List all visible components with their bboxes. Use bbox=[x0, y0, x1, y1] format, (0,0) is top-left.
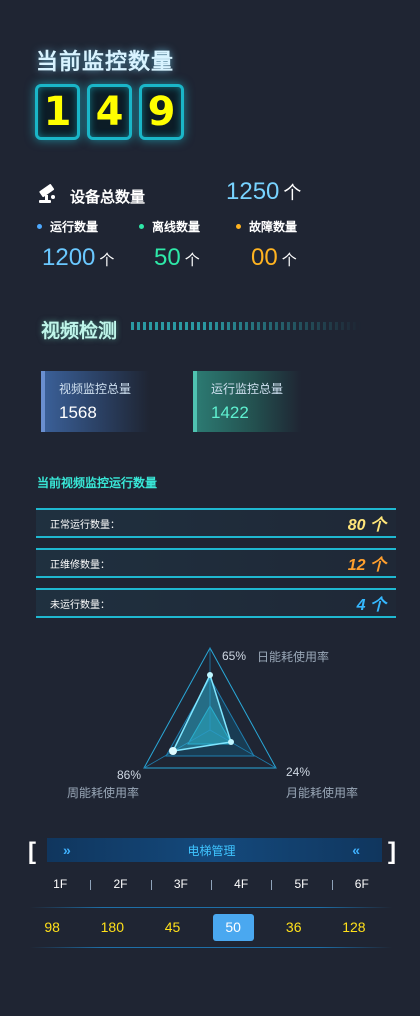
elevator-bracket-right: ] bbox=[388, 838, 396, 865]
elevator-divider bbox=[30, 947, 392, 948]
stat-offline-value: 50 个 bbox=[154, 244, 200, 271]
chevron-left-icon[interactable]: « bbox=[352, 842, 360, 858]
run-row-normal: 正常运行数量： 80 个 bbox=[36, 508, 396, 538]
floor-label[interactable]: 2F bbox=[90, 877, 150, 891]
digit-box: 9 bbox=[139, 84, 184, 140]
floor-value[interactable]: 45 bbox=[164, 919, 181, 935]
floor-value[interactable]: 36 bbox=[285, 919, 302, 935]
radar-label-month: 月能耗使用率 bbox=[286, 786, 359, 800]
digit-box: 1 bbox=[35, 84, 80, 140]
floor-value[interactable]: 180 bbox=[100, 919, 124, 935]
radar-value-week: 86% bbox=[117, 768, 142, 782]
floor-label[interactable]: 1F bbox=[53, 877, 68, 891]
camera-icon bbox=[39, 184, 55, 203]
floor-value[interactable]: 128 bbox=[342, 919, 366, 935]
elevator-value-row: 98 180 45 50 36 128 bbox=[22, 913, 384, 941]
radar-value-month: 24% bbox=[286, 765, 311, 779]
device-total-value: 1250 个 bbox=[226, 178, 302, 205]
chevron-right-icon[interactable]: » bbox=[63, 842, 71, 858]
running-total-card: 运行监控总量 1422 bbox=[193, 371, 301, 432]
radar-point bbox=[228, 739, 234, 745]
floor-label[interactable]: 3F bbox=[150, 877, 211, 891]
floor-label[interactable]: 6F bbox=[331, 877, 392, 891]
running-section-title: 当前视频监控运行数量 bbox=[37, 476, 158, 490]
floor-value-selected[interactable]: 50 bbox=[212, 913, 254, 941]
floor-value[interactable]: 98 bbox=[44, 919, 60, 935]
digit-box: 4 bbox=[87, 84, 132, 140]
video-total-card: 视频监控总量 1568 bbox=[41, 371, 149, 432]
radar-point bbox=[207, 672, 213, 678]
card-label: 视频监控总量 bbox=[59, 382, 132, 396]
run-row-repair: 正维修数量： 12 个 bbox=[36, 548, 396, 578]
elevator-divider bbox=[30, 907, 392, 908]
stat-offline-label: 离线数量 bbox=[139, 218, 200, 235]
radar-label-week: 周能耗使用率 bbox=[67, 786, 140, 800]
elevator-floor-row: 1F 2F 3F 4F 5F 6F bbox=[30, 877, 392, 891]
card-value: 1422 bbox=[211, 403, 249, 422]
device-total-label: 设备总数量 bbox=[70, 189, 146, 206]
card-label: 运行监控总量 bbox=[211, 382, 284, 396]
elevator-title: 电梯管理 bbox=[187, 843, 236, 858]
floor-label[interactable]: 5F bbox=[271, 877, 331, 891]
radar-outer-ring bbox=[143, 646, 277, 769]
stat-fault-value: 00 个 bbox=[251, 244, 297, 271]
radar-data-polygon bbox=[171, 672, 232, 752]
energy-radar-chart bbox=[143, 646, 277, 769]
stat-running-label: 运行数量 bbox=[37, 218, 98, 235]
radar-value-day: 65% bbox=[222, 649, 247, 663]
monitor-title: 当前监控数量 bbox=[36, 49, 175, 74]
run-row-stopped: 未运行数量： 4 个 bbox=[36, 588, 396, 618]
monitor-digits: 1 4 9 bbox=[35, 84, 184, 140]
card-value: 1568 bbox=[59, 403, 97, 422]
radar-point bbox=[169, 747, 177, 755]
video-section-title: 视频检测 bbox=[41, 321, 118, 342]
video-title-decoration bbox=[131, 322, 361, 330]
floor-label[interactable]: 4F bbox=[210, 877, 271, 891]
stat-fault-label: 故障数量 bbox=[236, 218, 297, 235]
elevator-header: » 电梯管理 « bbox=[47, 838, 382, 862]
radar-label-day: 日能耗使用率 bbox=[257, 650, 330, 664]
stat-running-value: 1200 个 bbox=[42, 244, 115, 271]
elevator-bracket-left: [ bbox=[28, 838, 36, 865]
